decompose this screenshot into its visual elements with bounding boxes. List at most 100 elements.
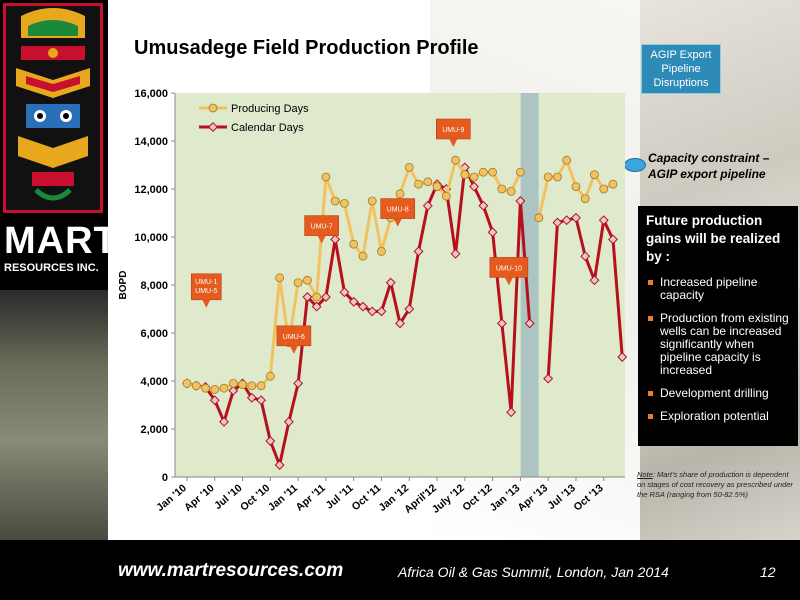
x-tick-label: Jul '11	[324, 482, 356, 512]
calendar-days-point	[339, 287, 350, 298]
producing-days-point	[275, 273, 285, 283]
calendar-days-point	[543, 373, 554, 384]
x-tick-label: Jan '13	[488, 482, 523, 514]
producing-days-point	[191, 381, 201, 391]
producing-days-point	[599, 184, 609, 194]
calendar-days-point	[552, 217, 563, 228]
well-annotation-pointer	[202, 299, 211, 308]
producing-days-point	[247, 381, 257, 391]
calendar-days-point	[617, 352, 628, 362]
calendar-days-point	[561, 215, 572, 226]
calendar-days-point	[524, 318, 535, 329]
page-number: 12	[760, 564, 776, 580]
calendar-days-point	[395, 318, 405, 329]
legend-calendar-marker	[208, 122, 218, 132]
legend-producing-label: Producing Days	[231, 103, 309, 115]
producing-days-point	[580, 194, 590, 203]
calendar-days-point	[413, 246, 424, 257]
calendar-days-point	[330, 234, 341, 245]
producing-days-point	[571, 182, 581, 191]
future-gains-panel: Future production gains will be realized…	[638, 206, 798, 446]
x-tick-label: Oct '13	[571, 482, 605, 514]
capacity-constraint-callout: Capacity constraint – AGIP export pipeli…	[648, 151, 770, 181]
producing-days-point	[210, 384, 220, 394]
producing-days-point	[553, 172, 562, 182]
producing-days-point	[441, 191, 451, 201]
footer-bar	[0, 540, 800, 600]
calendar-days-point	[496, 318, 507, 329]
calendar-days-point	[376, 306, 387, 317]
y-tick-label: 0	[162, 472, 168, 484]
well-annotation-label: UMU-9	[442, 127, 464, 134]
producing-days-point	[497, 184, 507, 194]
well-annotation-pointer	[289, 345, 298, 354]
y-tick-label: 16,000	[134, 88, 168, 100]
future-gain-item: Increased pipeline capacity	[648, 276, 790, 302]
producing-days-point	[404, 163, 414, 172]
calendar-days-point	[422, 200, 433, 211]
producing-days-point	[358, 251, 368, 261]
logo-subtitle: RESOURCES INC.	[4, 262, 99, 274]
y-tick-label: 2,000	[140, 424, 168, 436]
producing-days-point	[238, 380, 247, 390]
well-annotation-label: UMU-1	[195, 279, 217, 286]
well-annotation-pointer	[449, 139, 458, 147]
well-annotation-pointer	[393, 218, 402, 227]
note-label: Note	[637, 470, 653, 479]
well-annotation-label: UMU-6	[283, 334, 305, 341]
legend-producing-marker	[208, 103, 218, 113]
producing-days-point	[367, 196, 377, 206]
calendar-days-point	[246, 392, 257, 403]
slide-title: Umusadege Field Production Profile	[134, 37, 479, 59]
calendar-days-point	[302, 292, 313, 302]
producing-days-point	[330, 196, 340, 206]
calendar-days-point	[358, 301, 368, 312]
calendar-days-point	[320, 292, 331, 302]
calendar-days-point	[478, 200, 489, 211]
producing-days-point	[219, 383, 229, 393]
x-tick-label: Jan '11	[266, 482, 300, 514]
producing-days-point	[460, 170, 470, 179]
y-tick-label: 10,000	[134, 232, 168, 244]
share-note: Note: Mart's share of production is depe…	[637, 470, 797, 500]
logo-terrain-image	[0, 290, 108, 540]
future-gains-title: Future production gains will be realized…	[646, 213, 781, 264]
future-gain-item: Exploration potential	[648, 410, 790, 423]
logo-panel: MART RESOURCES INC.	[0, 0, 117, 540]
calendar-days-point	[219, 416, 229, 427]
producing-days-point	[543, 172, 553, 182]
calendar-days-point	[385, 277, 396, 288]
x-tick-label: Apr '13	[515, 482, 550, 514]
calendar-days-point	[404, 304, 415, 314]
calendar-days-point	[228, 385, 239, 396]
y-tick-label: 14,000	[134, 136, 168, 148]
calendar-days-point	[487, 227, 498, 238]
well-annotation-box	[190, 273, 222, 301]
calendar-days-point	[580, 251, 591, 262]
footer-website-link[interactable]: www.martresources.com	[118, 560, 344, 581]
y-axis-label: BOPD	[118, 271, 129, 300]
x-tick-label: Apr '11	[294, 482, 328, 514]
footer-event-text: Africa Oil & Gas Summit, London, Jan 201…	[398, 564, 669, 580]
calendar-days-point	[265, 436, 276, 446]
production-chart: 0 2,000 4,000 6,000 8,000 10,000 12,000 14,000 1…	[118, 88, 628, 516]
producing-days-point	[182, 378, 192, 388]
logo-mask-art	[3, 3, 103, 213]
producing-days-point	[377, 246, 386, 256]
producing-days-point	[562, 155, 572, 165]
plot-area	[175, 93, 625, 477]
well-annotation-label: UMU-7	[311, 224, 333, 231]
x-tick-label: Apr '10	[182, 482, 217, 514]
producing-days-point	[312, 292, 322, 302]
calendar-days-point	[598, 215, 609, 226]
well-annotation-label: UMU-5	[195, 288, 217, 295]
well-annotation-pointer	[504, 277, 513, 286]
producing-days-point	[506, 187, 516, 196]
y-tick-label: 8,000	[140, 280, 168, 292]
calendar-days-point	[283, 416, 294, 427]
producing-days-point	[590, 170, 599, 179]
calendar-days-point	[608, 234, 618, 245]
well-annotation-label: UMU-8	[387, 207, 409, 214]
note-text: : Mart's share of production is dependen…	[637, 470, 793, 499]
legend-calendar-label: Calendar Days	[231, 122, 304, 134]
